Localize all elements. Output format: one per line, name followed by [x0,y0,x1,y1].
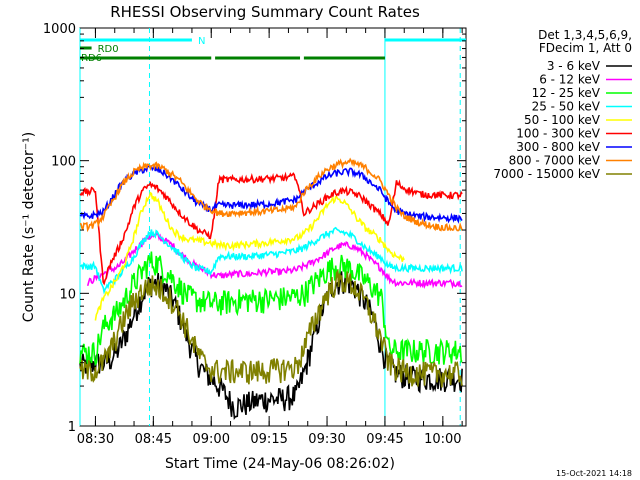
x-tick-label: 08:30 [77,432,114,447]
y-tick-label: 1000 [43,22,76,37]
series-line-8 [79,268,463,388]
legend: Det 1,3,4,5,6,9, FDecim 1, Att 0 3 - 6 k… [493,28,632,181]
series-line-1 [86,231,463,290]
y-axis-ticks: 1 10 100 1000 [43,22,466,435]
legend-label-4: 50 - 100 keV [524,113,601,127]
y-tick-label: 100 [51,155,76,170]
series-line-4 [94,191,405,321]
footer-timestamp: 15-Oct-2021 14:18 [556,469,632,478]
x-tick-label: 09:00 [193,432,230,447]
chart-title: RHESSI Observing Summary Count Rates [110,3,420,21]
status-label-n: N [198,36,205,47]
plot-frame [79,27,467,427]
series-line-3 [79,226,463,295]
x-tick-label: 10:00 [424,432,461,447]
legend-label-7: 800 - 7000 keV [509,154,601,168]
legend-label-0: 3 - 6 keV [547,59,601,73]
legend-header-line-1: Det 1,3,4,5,6,9, [538,28,632,42]
legend-label-1: 6 - 12 keV [539,73,601,87]
y-tick-label: 1 [68,420,76,435]
series-line-7 [79,157,463,233]
x-axis-ticks: 08:30 08:45 09:00 09:15 09:30 09:45 10:00 [77,28,463,447]
x-tick-label: 09:15 [250,432,287,447]
status-label-rd6: RD6 [81,53,102,64]
x-axis-label: Start Time (24-May-06 08:26:02) [165,456,395,472]
y-tick-label: 10 [59,287,76,302]
legend-label-2: 12 - 25 keV [532,86,601,100]
x-tick-label: 09:30 [308,432,345,447]
y-axis-label: Count Rate (s⁻¹ detector⁻¹) [21,132,37,322]
series-line-5 [79,171,463,286]
legend-label-5: 100 - 300 keV [516,127,600,141]
legend-header-line-2: FDecim 1, Att 0 [539,41,632,55]
x-tick-label: 08:45 [135,432,172,447]
x-tick-label: 09:45 [366,432,403,447]
legend-label-8: 7000 - 15000 keV [493,167,600,181]
data-series [79,157,463,420]
legend-label-6: 300 - 800 keV [516,140,600,154]
legend-label-3: 25 - 50 keV [532,100,601,114]
series-line-6 [79,163,463,224]
status-label-rd0: RD0 [98,44,119,55]
